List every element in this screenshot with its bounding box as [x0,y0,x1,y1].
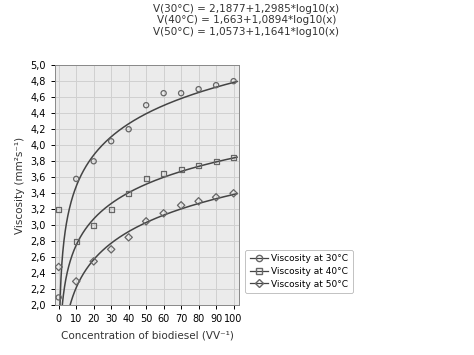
Text: V(30°C) = 2,1877+1,2985*log10(x)
V(40°C) = 1,663+1,0894*log10(x)
V(50°C) = 1,057: V(30°C) = 2,1877+1,2985*log10(x) V(40°C)… [154,4,339,37]
Point [55,295,63,300]
Point [230,78,237,84]
Point [160,90,167,96]
Point [212,195,220,200]
Point [73,279,80,284]
Point [90,223,98,228]
Point [125,235,132,240]
Point [90,258,98,264]
Point [212,82,220,88]
Point [55,207,63,212]
Legend: Viscosity at 30°C, Viscosity at 40°C, Viscosity at 50°C: Viscosity at 30°C, Viscosity at 40°C, Vi… [245,250,353,293]
Point [125,190,132,196]
Point [195,198,202,204]
Point [230,190,237,196]
Point [160,211,167,216]
Point [177,90,185,96]
Point [195,86,202,92]
Point [142,176,150,182]
Point [142,218,150,224]
Point [212,158,220,164]
Point [125,126,132,132]
X-axis label: Concentration of biodiesel (VV⁻¹): Concentration of biodiesel (VV⁻¹) [61,330,234,340]
Point [177,202,185,208]
Point [108,246,115,252]
Point [142,102,150,108]
Point [108,138,115,144]
Point [73,239,80,244]
Point [160,170,167,176]
Point [177,166,185,172]
Point [90,158,98,164]
Point [108,207,115,212]
Point [55,264,63,270]
Y-axis label: Viscosity (mm²s⁻¹): Viscosity (mm²s⁻¹) [15,137,25,234]
Point [195,163,202,168]
Point [230,154,237,160]
Point [73,176,80,182]
